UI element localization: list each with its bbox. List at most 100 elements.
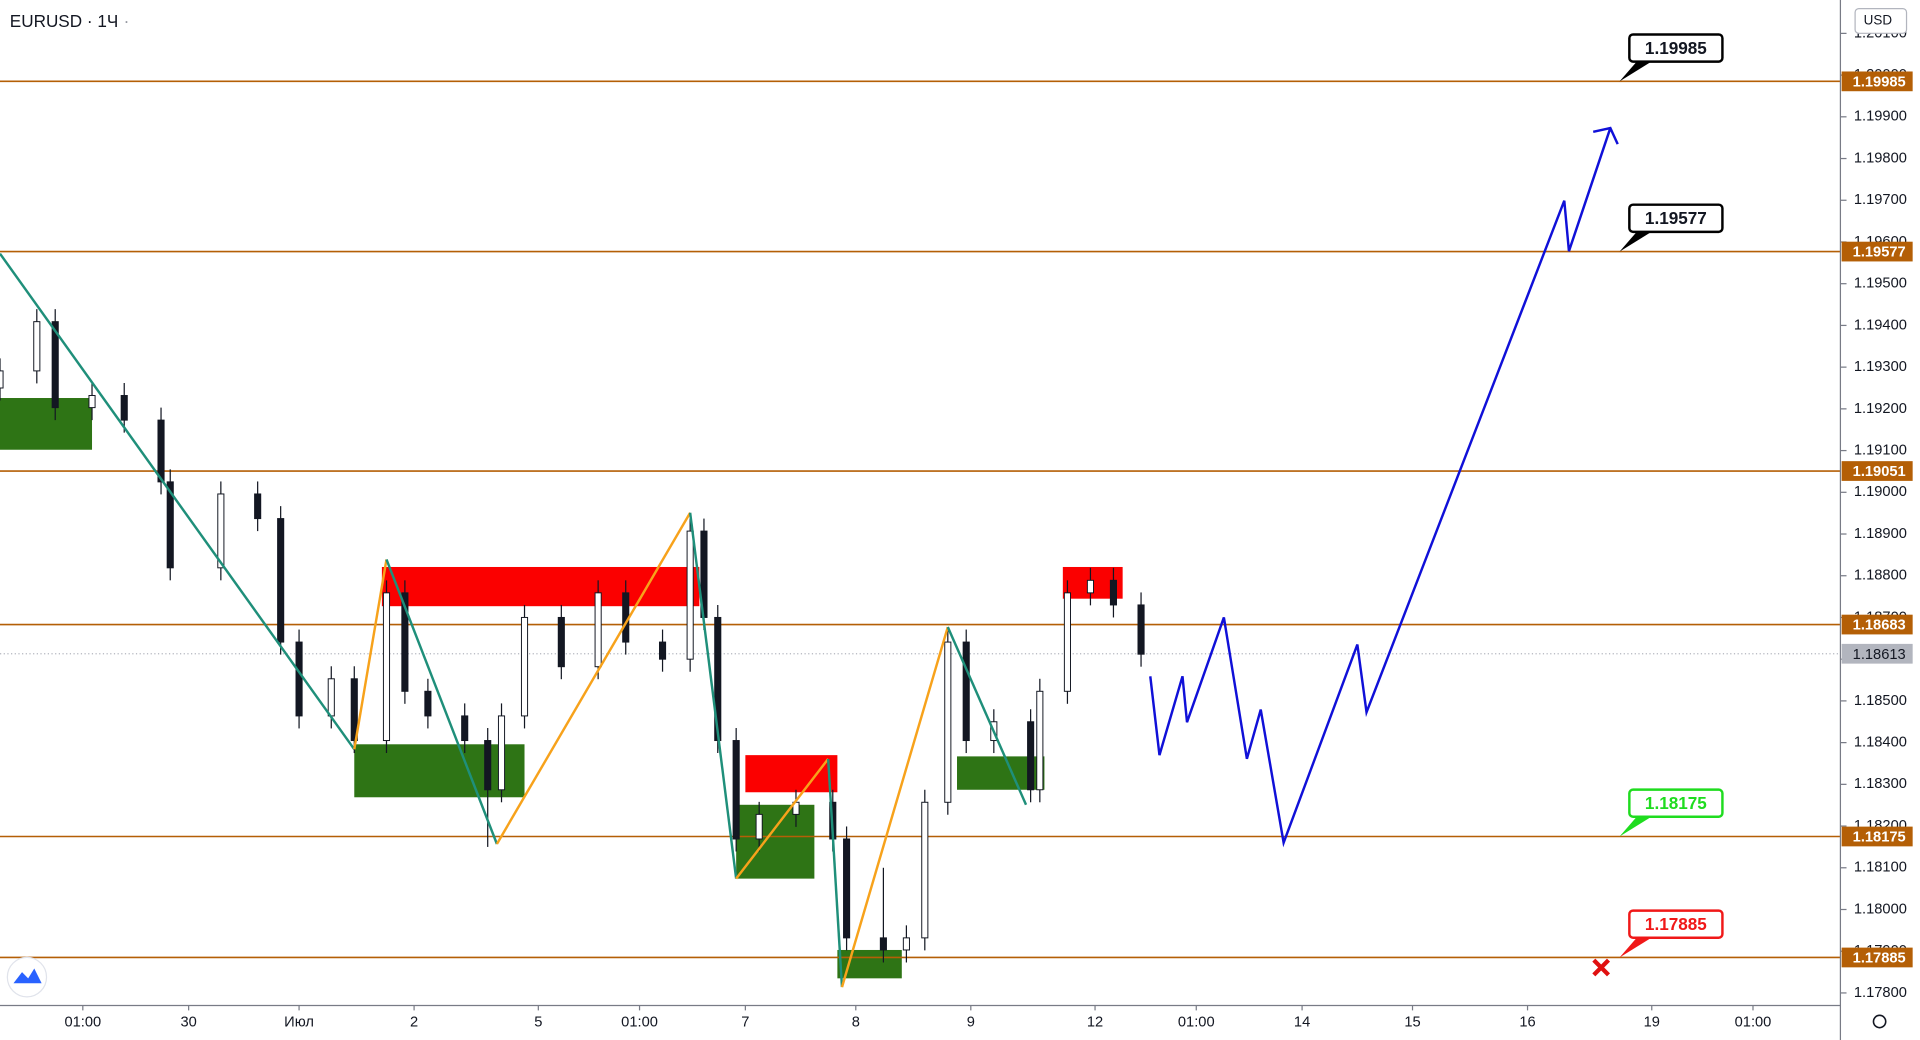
- y-tick-label: 1.19500: [1854, 276, 1907, 292]
- candle-body: [484, 740, 492, 791]
- candle-body: [1137, 604, 1145, 655]
- zigzag-segment: [826, 758, 844, 988]
- candle-body: [658, 641, 667, 660]
- zigzag-segment: [688, 512, 738, 879]
- projection-path: [1149, 127, 1612, 848]
- candle-body: [401, 592, 409, 692]
- x-tick-label: Июл: [284, 1015, 314, 1031]
- candle-body: [879, 937, 887, 951]
- settings-icon[interactable]: [1872, 1014, 1887, 1029]
- level-price-tag: [1841, 461, 1913, 481]
- candle-body: [1063, 592, 1071, 692]
- candle-body: [594, 592, 602, 668]
- zigzag-segment: [353, 559, 388, 750]
- x-tick-label: 01:00: [1735, 1015, 1772, 1031]
- level-price-label: 1.18683: [1853, 618, 1906, 634]
- stop-mark: [1592, 958, 1611, 977]
- candle-body: [277, 518, 285, 643]
- y-tick-label: 1.19300: [1854, 359, 1907, 375]
- x-tick-label: 2: [410, 1015, 418, 1031]
- callout-label: 1.19985: [1645, 38, 1707, 58]
- candle-body: [51, 321, 59, 409]
- currency-label[interactable]: USD: [1864, 13, 1893, 28]
- candle-body: [755, 813, 763, 840]
- y-tick-label: 1.17800: [1854, 985, 1907, 1001]
- candle-body: [217, 493, 225, 569]
- current-price-tag: [1841, 643, 1913, 664]
- level-price-tag: [1841, 71, 1913, 92]
- candle-body: [732, 740, 740, 840]
- level-price-tag: [1841, 947, 1913, 968]
- x-tick-label: 01:00: [621, 1015, 658, 1031]
- y-tick-label: 1.19700: [1854, 192, 1907, 208]
- callout-pointer: [1619, 816, 1652, 837]
- callout-box: [1628, 203, 1724, 234]
- level-price-label: 1.19577: [1853, 245, 1906, 261]
- callout-label: 1.18175: [1645, 793, 1707, 813]
- level-price-tag: [1841, 241, 1913, 262]
- candle-body: [350, 678, 358, 742]
- overlay: 1.19985 1.19985 1.19577 1.19577 1.19051 1.186…: [1619, 33, 1913, 968]
- callout-pointer: [1619, 61, 1652, 82]
- x-tick-label: 01:00: [1178, 1015, 1215, 1031]
- callout-label: 1.17885: [1645, 914, 1707, 934]
- callout-pointer: [1619, 231, 1652, 252]
- callout-box: [1628, 788, 1724, 818]
- candle-body: [166, 481, 174, 569]
- candle-body: [1027, 721, 1035, 791]
- x-tick-label: 19: [1644, 1015, 1660, 1031]
- y-tick-label: 1.18400: [1854, 734, 1907, 750]
- y-tick-label: 1.19200: [1854, 401, 1907, 417]
- level-price-label: 1.17885: [1853, 951, 1906, 967]
- zone: [736, 804, 815, 879]
- candle-body: [88, 395, 96, 409]
- x-tick-label: 5: [534, 1015, 542, 1031]
- candle-body: [424, 690, 432, 717]
- level-price-tag: [1841, 826, 1913, 847]
- callout-pointer: [1619, 937, 1652, 958]
- logo-icon: [13, 968, 42, 984]
- y-tick-label: 1.18500: [1854, 693, 1907, 709]
- zigzag-segment: [385, 559, 499, 845]
- level-price-label: 1.19051: [1853, 464, 1906, 480]
- candle-body: [1109, 579, 1117, 606]
- candle-body: [327, 678, 335, 717]
- x-tick-label: 7: [741, 1015, 749, 1031]
- time-axis-panel: [0, 1005, 1841, 1040]
- candle-body: [1086, 579, 1094, 594]
- y-tick-label: 1.18900: [1854, 526, 1907, 542]
- y-tick-label: 1.19800: [1854, 150, 1907, 166]
- y-tick-label: 1.19400: [1854, 317, 1907, 333]
- zone: [381, 566, 700, 607]
- x-tick-label: 14: [1294, 1015, 1310, 1031]
- candle-body: [902, 937, 910, 951]
- y-tick-label: 1.18000: [1854, 901, 1907, 917]
- zone: [354, 744, 525, 798]
- candle-body: [962, 641, 970, 742]
- currency-button[interactable]: [1854, 8, 1908, 34]
- x-tick-label: 15: [1404, 1015, 1420, 1031]
- candle-body: [843, 838, 851, 939]
- x-tick-label: 16: [1519, 1015, 1535, 1031]
- zone: [0, 398, 93, 450]
- y-tick-label: 1.18800: [1854, 568, 1907, 584]
- candle-body: [120, 395, 128, 421]
- candle-body: [944, 641, 952, 803]
- zigzag-segment: [495, 512, 692, 845]
- x-tick-label: 12: [1087, 1015, 1103, 1031]
- candle-body: [497, 715, 506, 791]
- y-tick-label: 1.18100: [1854, 860, 1907, 876]
- x-tick-label: 01:00: [64, 1015, 101, 1031]
- candle-body: [686, 530, 694, 660]
- candle-body: [1036, 690, 1044, 791]
- candle-body: [33, 321, 41, 372]
- y-tick-label: 1.19900: [1854, 109, 1907, 125]
- candle-body: [921, 801, 929, 939]
- candle-body: [520, 616, 529, 717]
- level-price-label: 1.18175: [1853, 830, 1906, 846]
- candle-body: [557, 616, 565, 668]
- zigzag-segment: [840, 626, 949, 988]
